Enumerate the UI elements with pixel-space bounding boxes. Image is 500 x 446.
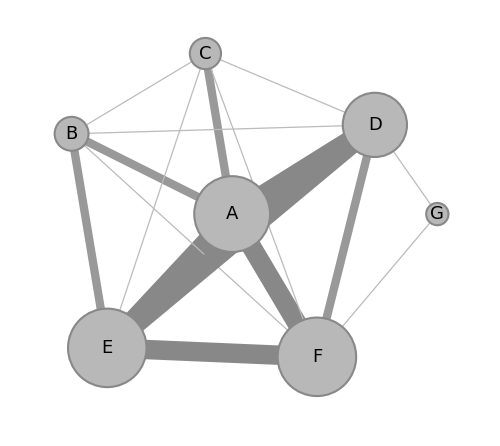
Circle shape [194, 176, 270, 252]
Text: A: A [226, 205, 238, 223]
Text: G: G [430, 205, 444, 223]
Text: F: F [312, 348, 322, 366]
Text: D: D [368, 116, 382, 134]
Circle shape [426, 203, 448, 225]
Text: B: B [66, 125, 78, 143]
Circle shape [190, 38, 221, 69]
Text: C: C [199, 45, 211, 62]
Text: E: E [102, 339, 113, 357]
Circle shape [68, 309, 146, 387]
Circle shape [343, 93, 407, 157]
Circle shape [54, 117, 88, 151]
Circle shape [278, 318, 356, 396]
